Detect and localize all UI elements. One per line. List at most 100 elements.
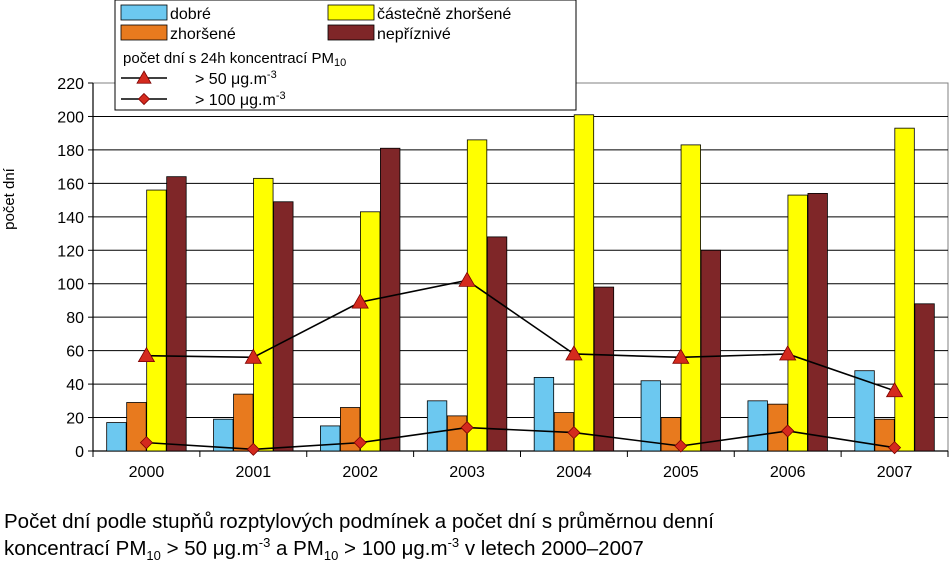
legend-lines-title-sub: 10 [334,57,346,69]
y-tick-label: 60 [66,344,84,361]
legend-marker-triangle [136,70,152,84]
chart: 0 20 40 60 80 100 120 140 160 180 200 220 2000 2001 20… [1,0,949,481]
bar-3-2007 [914,303,935,452]
marker-diamond-2007 [887,441,902,455]
legend-swatch-3 [327,24,375,41]
bar-1-2000 [126,402,147,452]
legend-swatch-0 [120,4,168,21]
bar-1-2007 [874,418,895,452]
y-tick-label: 180 [57,143,84,160]
legend-lines-title-text: počet dní s 24h koncentrací PM [123,50,334,67]
y-tick-label: 120 [57,243,84,260]
y-tick-label: 200 [57,109,84,126]
marker-diamond-2002 [353,436,367,450]
legend-lines-title: počet dní s 24h koncentrací PM10 [123,50,346,69]
x-tick-label: 2002 [342,464,378,481]
bar-0-2001 [213,418,234,452]
bar-3-2004 [593,286,615,452]
caption-sub-b: 10 [323,548,339,564]
bar-2-2000 [146,189,167,452]
legend-swatch-1 [120,24,168,41]
caption-sup-b: -3 [447,535,460,551]
bar-2-2006 [787,194,808,452]
x-tick-label: 2006 [770,464,806,481]
marker-diamond-2006 [781,424,795,438]
caption-text-e: v letech 2000–2007 [459,537,644,560]
bar-0-2003 [426,400,448,452]
marker-triangle-2005 [672,348,690,364]
bar-1-2005 [660,417,681,452]
x-tick-label: 2003 [449,464,485,481]
marker-triangle-2000 [137,346,156,363]
y-tick-label: 220 [57,76,84,93]
marker-triangle-2003 [458,271,476,287]
y-tick-label: 80 [66,310,84,327]
legend-line-label-text: > 100 μg.m [195,92,276,109]
caption-text-c: a PM [270,537,324,560]
bar-3-2005 [700,249,721,452]
legend-label-0: dobré [170,6,211,23]
y-tick-label: 160 [57,176,84,193]
x-tick-label: 2000 [129,464,165,481]
chart-caption: Počet dní podle stupňů rozptylových podm… [4,508,944,562]
marker-diamond-2003 [460,421,474,435]
legend-label-2: částečně zhoršené [377,6,511,23]
bar-0-2005 [640,380,661,452]
marker-diamond-2001 [246,442,260,456]
bar-2-2001 [253,177,274,452]
marker-triangle-2001 [244,348,263,364]
bar-3-2000 [166,176,187,452]
legend-swatch-2 [327,4,375,21]
caption-text-b: > 50 μg.m [160,537,259,560]
legend-label-1: zhoršené [170,26,236,43]
marker-diamond-2005 [674,439,688,453]
legend-line-label-0: > 50 μg.m-3 [195,69,277,88]
bar-3-2002 [380,147,401,452]
y-tick-label: 140 [57,210,84,227]
bar-3-2003 [486,236,508,452]
caption-text-d: > 100 μg.m [338,537,448,560]
bar-0-2007 [854,370,875,452]
series-line-1 [146,426,895,451]
y-tick-label: 40 [66,377,84,394]
caption-line-1: Počet dní podle stupňů rozptylových podm… [4,510,714,533]
marker-triangle-2002 [351,293,369,309]
marker-diamond-2004 [567,426,581,440]
bar-2-2002 [360,211,381,452]
y-tick-label: 100 [57,277,84,294]
legend-line-label-1: > 100 μg.m-3 [195,90,286,109]
caption-sub-a: 10 [146,548,161,564]
marker-diamond-2000 [139,436,154,450]
x-tick-label: 2007 [877,464,913,481]
bar-0-2004 [533,376,555,452]
bar-1-2002 [340,407,361,452]
bar-0-2002 [320,425,341,452]
legend-line-label-sup: -3 [267,69,277,81]
legend-label-3: nepříznivé [377,26,451,43]
marker-triangle-2006 [778,345,797,361]
bar-2-2005 [680,144,701,452]
caption-text-a: koncentrací PM [4,537,147,560]
marker-triangle-2007 [885,381,904,398]
caption-sup-a: -3 [258,535,271,551]
legend-marker-diamond [137,92,151,106]
caption-line-2: koncentrací PM10 > 50 μg.m-3 a PM10 > 10… [4,535,944,562]
x-tick-label: 2001 [236,464,272,481]
bar-0-2000 [106,422,127,452]
x-tick-label: 2004 [556,464,592,481]
series-line-0 [146,279,895,392]
bar-3-2006 [807,192,828,452]
bar-2-2007 [894,127,915,452]
bar-0-2006 [747,400,768,452]
x-tick-label: 2005 [663,464,699,481]
bar-3-2001 [273,201,294,452]
y-tick-label: 20 [66,411,84,428]
legend-line-label-text: > 50 μg.m [195,71,267,88]
y-tick-label: 0 [75,444,84,461]
bar-2-2004 [573,114,595,452]
y-axis-title: počet dní [1,167,18,230]
marker-triangle-2004 [565,345,583,361]
bar-1-2001 [233,393,254,452]
legend-line-label-sup: -3 [276,90,286,102]
bar-1-2003 [446,415,468,452]
